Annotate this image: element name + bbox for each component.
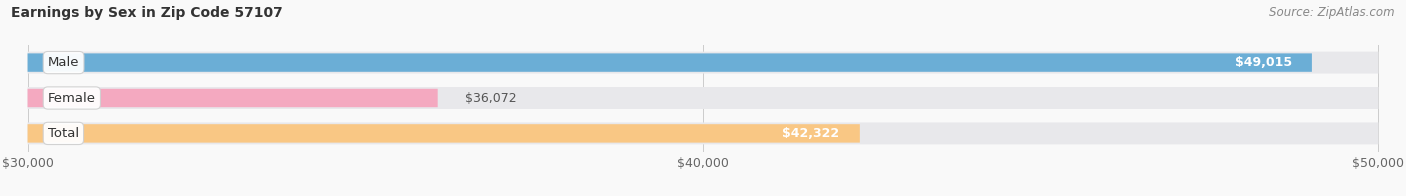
- FancyBboxPatch shape: [28, 53, 1312, 72]
- Text: Male: Male: [48, 56, 79, 69]
- Text: Female: Female: [48, 92, 96, 104]
- Text: $49,015: $49,015: [1234, 56, 1292, 69]
- FancyBboxPatch shape: [28, 124, 860, 143]
- FancyBboxPatch shape: [28, 122, 1378, 144]
- Text: Source: ZipAtlas.com: Source: ZipAtlas.com: [1270, 6, 1395, 19]
- Text: $36,072: $36,072: [465, 92, 516, 104]
- FancyBboxPatch shape: [28, 87, 1378, 109]
- Text: $42,322: $42,322: [783, 127, 839, 140]
- FancyBboxPatch shape: [28, 89, 437, 107]
- FancyBboxPatch shape: [28, 52, 1378, 74]
- Text: Total: Total: [48, 127, 79, 140]
- Text: Earnings by Sex in Zip Code 57107: Earnings by Sex in Zip Code 57107: [11, 6, 283, 20]
